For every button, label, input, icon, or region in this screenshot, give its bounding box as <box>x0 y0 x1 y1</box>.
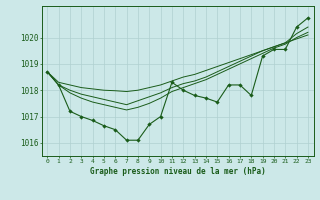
X-axis label: Graphe pression niveau de la mer (hPa): Graphe pression niveau de la mer (hPa) <box>90 167 266 176</box>
